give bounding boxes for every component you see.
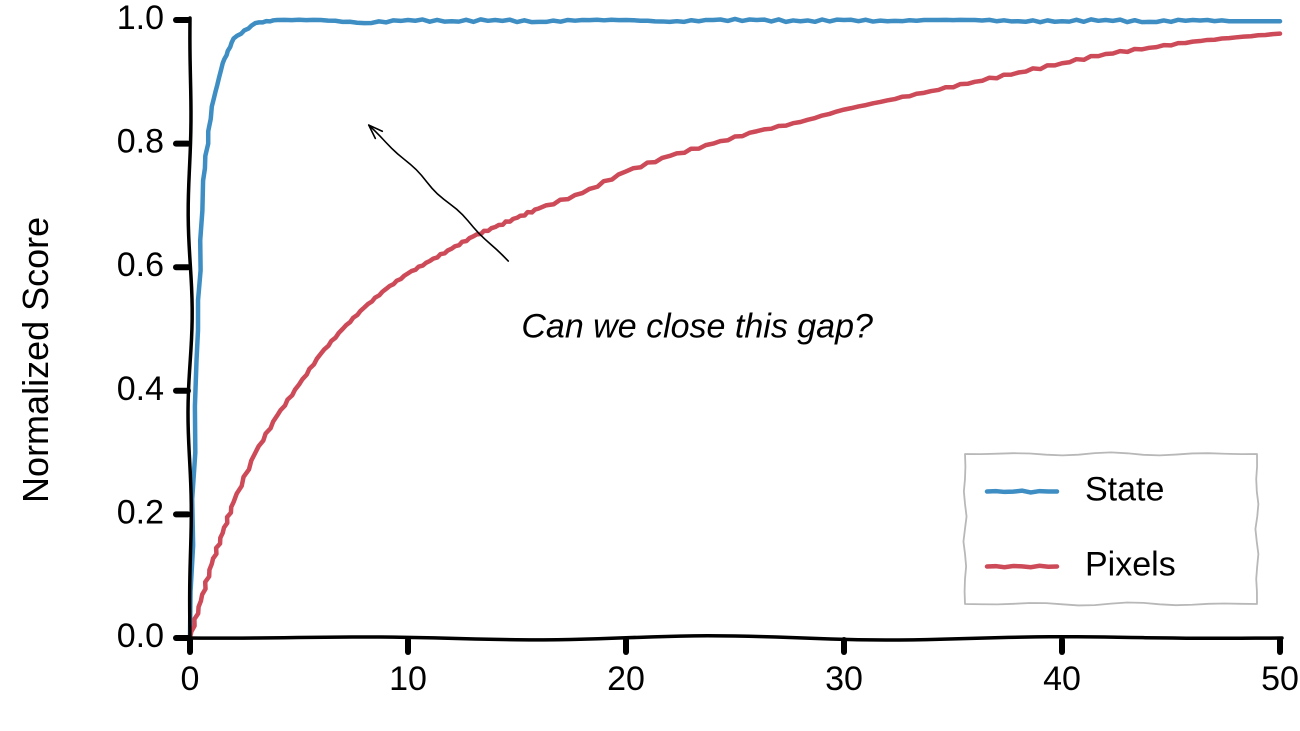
x-tick-label: 40 bbox=[1043, 660, 1081, 698]
y-tick-label: 0.0 bbox=[117, 617, 164, 655]
y-axis-label: Normalized Score bbox=[15, 217, 56, 503]
annotation-text: Can we close this gap? bbox=[521, 308, 873, 346]
y-tick-label: 0.4 bbox=[117, 370, 164, 408]
legend-label-state: State bbox=[1085, 470, 1164, 508]
legend-label-pixels: Pixels bbox=[1085, 545, 1176, 583]
y-tick-label: 0.8 bbox=[117, 123, 164, 161]
y-tick-label: 0.2 bbox=[117, 493, 164, 531]
x-tick-label: 0 bbox=[181, 660, 200, 698]
y-tick-label: 1.0 bbox=[117, 0, 164, 37]
legend-line-state bbox=[987, 491, 1057, 493]
x-tick-label: 10 bbox=[389, 660, 427, 698]
x-tick-label: 20 bbox=[607, 660, 645, 698]
legend-line-pixels bbox=[987, 566, 1057, 567]
x-tick-label: 50 bbox=[1261, 660, 1299, 698]
x-tick-label: 30 bbox=[825, 660, 863, 698]
line-chart: 0.0 0.2 0.4 0.6 0.8 1.0 0 10 20 30 40 50 Normalized … bbox=[0, 0, 1300, 731]
y-tick-label: 0.6 bbox=[117, 246, 164, 284]
